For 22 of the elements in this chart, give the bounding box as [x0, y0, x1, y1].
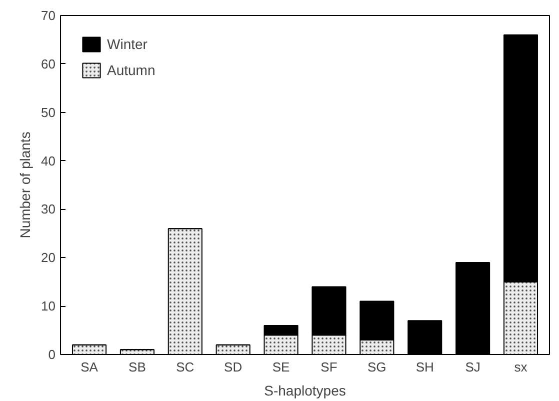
- x-tick-label: SF: [320, 360, 338, 374]
- x-tick-label: SJ: [465, 360, 480, 374]
- x-tick-label: sx: [514, 360, 528, 374]
- y-axis-title: Number of plants: [17, 132, 34, 238]
- x-tick-label: SA: [80, 360, 98, 374]
- y-tick-label: 0: [48, 347, 56, 362]
- x-axis-title: S-haplotypes: [264, 382, 346, 398]
- x-tick-label: SH: [416, 360, 434, 374]
- x-tick-label: SG: [368, 360, 386, 374]
- x-tick-label: SE: [272, 360, 290, 374]
- y-tick-label: 20: [41, 250, 56, 266]
- x-tick-label: SC: [176, 360, 194, 374]
- y-tick-label: 50: [41, 104, 56, 120]
- y-tick-label: 30: [41, 202, 56, 217]
- y-tick-label: 40: [41, 153, 56, 168]
- x-tick-label: SB: [128, 360, 146, 374]
- y-tick-label: 70: [41, 8, 56, 23]
- legend-label: Winter: [107, 36, 148, 52]
- x-tick-label: SD: [224, 360, 242, 374]
- legend-label: Autumn: [107, 62, 156, 78]
- y-tick-label: 10: [41, 298, 56, 314]
- y-tick-label: 60: [41, 56, 56, 72]
